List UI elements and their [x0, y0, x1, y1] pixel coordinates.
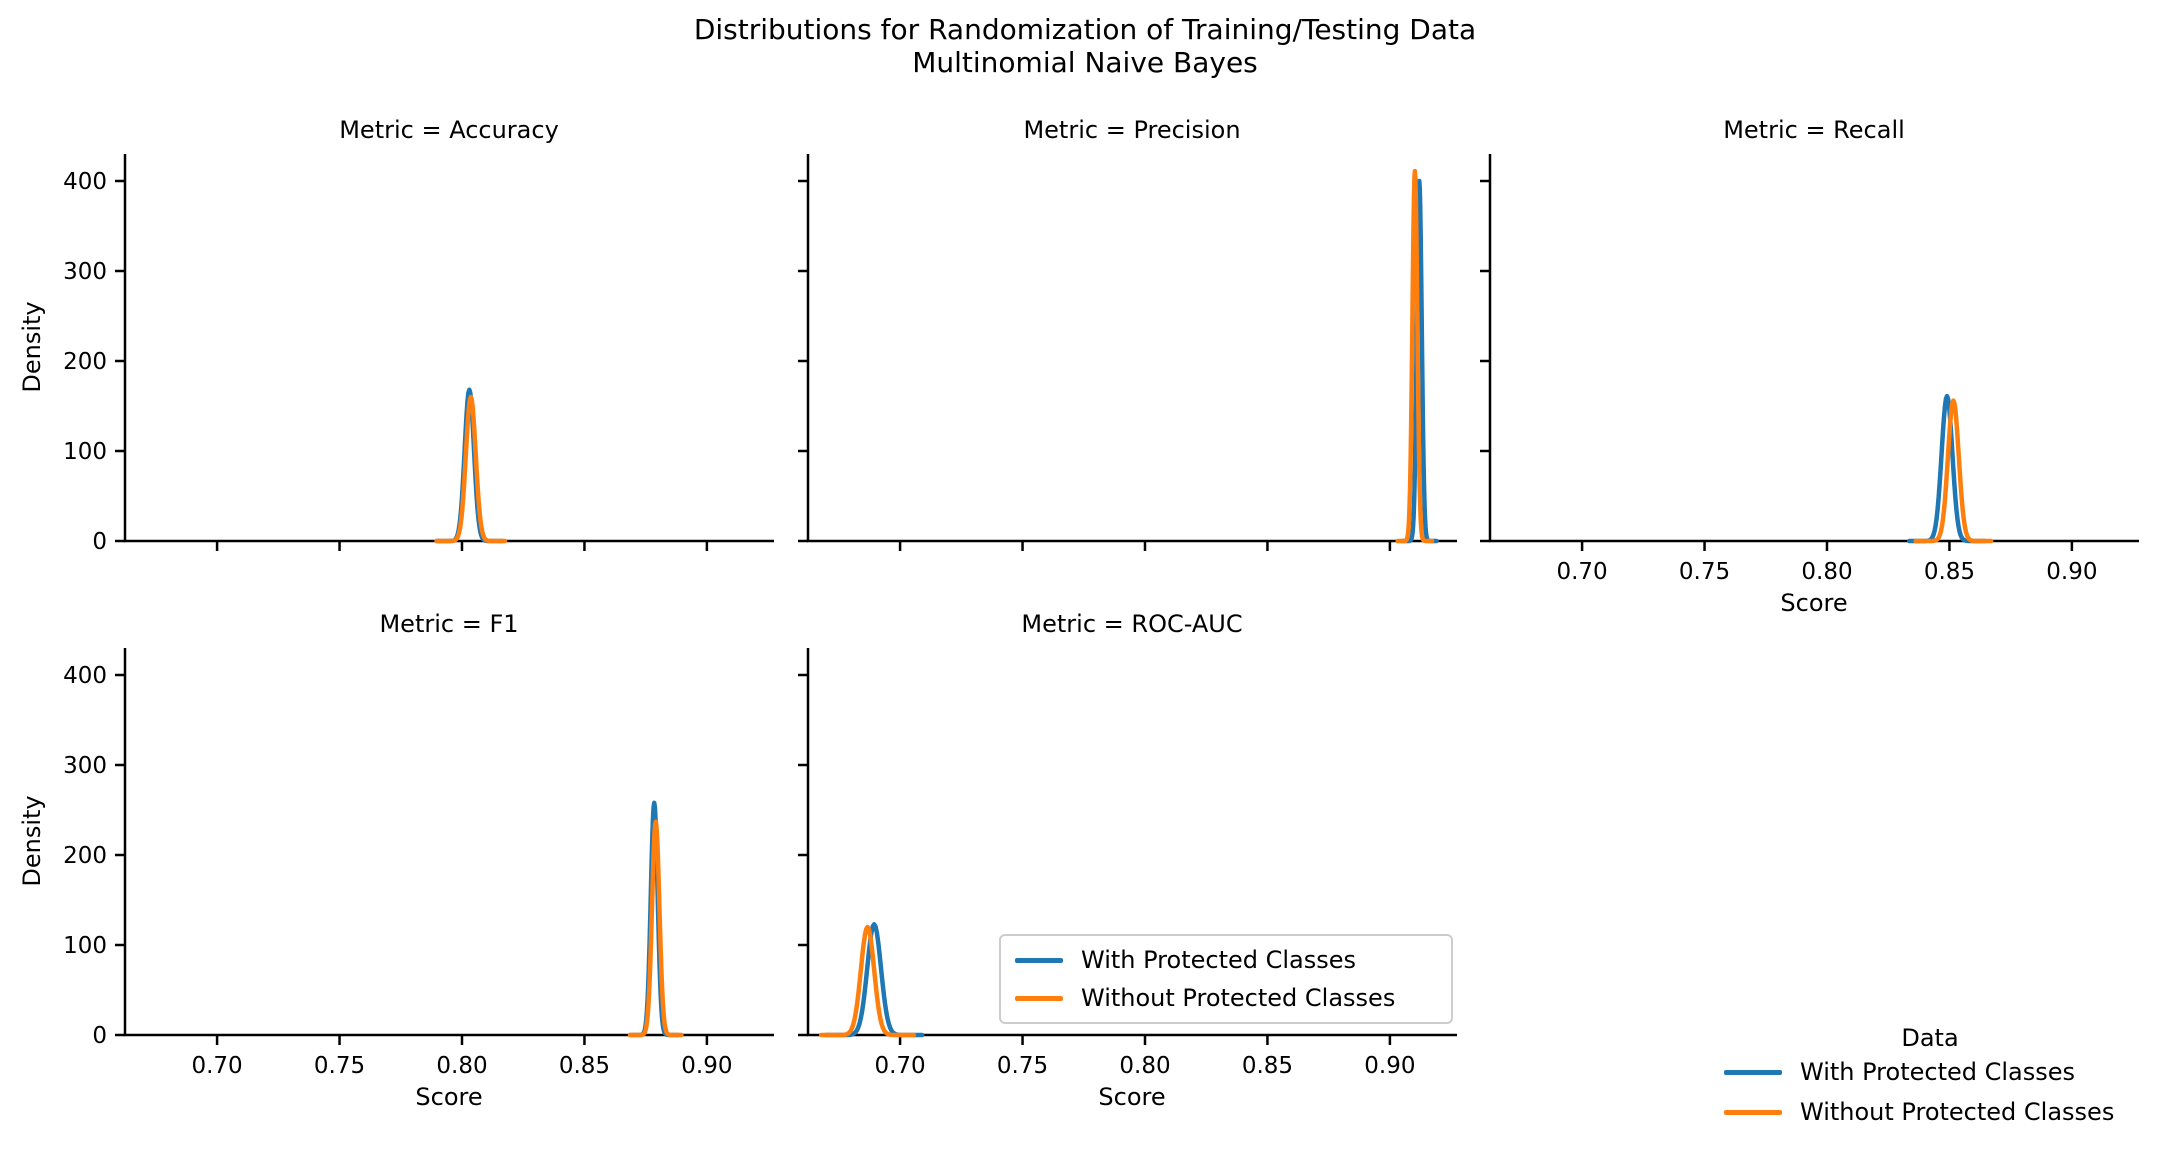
x-axis-label-recall: Score	[1780, 589, 1848, 617]
x-tick-label-roc-auc: 0.90	[1364, 1053, 1415, 1079]
y-tick-label-f1: 0	[92, 1023, 107, 1049]
kde-curve-roc-auc-without-protected-classes	[818, 924, 917, 1038]
inner-legend: With Protected Classes Without Protected…	[999, 934, 1453, 1024]
with-protected-line-swatch	[1724, 1069, 1782, 1075]
y-tick-label-accuracy: 300	[63, 259, 107, 285]
x-axis-label-roc-auc: Score	[1098, 1083, 1166, 1111]
figure-legend-entry-without: Without Protected Classes	[1690, 1092, 2170, 1132]
without-protected-line-swatch	[1724, 1109, 1782, 1115]
figure-legend-label-without: Without Protected Classes	[1800, 1098, 2115, 1126]
kde-curve-f1-without-protected-classes	[627, 819, 684, 1038]
x-tick-label-recall: 0.75	[1679, 559, 1730, 585]
x-tick-label-recall: 0.80	[1801, 559, 1852, 585]
x-tick-label-recall: 0.90	[2046, 559, 2097, 585]
inner-legend-label-with: With Protected Classes	[1081, 946, 1357, 974]
y-tick-label-f1: 100	[63, 933, 107, 959]
figure-title-line1: Distributions for Randomization of Train…	[693, 13, 1477, 46]
x-tick-label-roc-auc: 0.75	[997, 1053, 1048, 1079]
y-tick-label-f1: 200	[63, 843, 107, 869]
inner-legend-label-without: Without Protected Classes	[1081, 984, 1396, 1012]
figure-legend-label-with: With Protected Classes	[1800, 1058, 2076, 1086]
x-tick-label-recall: 0.70	[1556, 559, 1607, 585]
x-tick-label-f1: 0.70	[191, 1053, 242, 1079]
figure-legend-entry-with: With Protected Classes	[1690, 1052, 2170, 1092]
kde-curve-recall-without-protected-classes	[1913, 398, 1994, 544]
x-tick-label-f1: 0.90	[681, 1053, 732, 1079]
x-tick-label-f1: 0.80	[436, 1053, 487, 1079]
x-axis-label-f1: Score	[415, 1083, 483, 1111]
facet-title-roc-auc: Metric = ROC-AUC	[1021, 610, 1243, 638]
figure-title-line2: Multinomial Naive Bayes	[912, 46, 1258, 79]
y-tick-label-accuracy: 400	[63, 169, 107, 195]
y-tick-label-f1: 300	[63, 753, 107, 779]
x-tick-label-f1: 0.75	[314, 1053, 365, 1079]
kde-curve-precision-without-protected-classes	[1395, 168, 1435, 544]
with-protected-line-swatch	[1015, 957, 1063, 963]
figure-legend: Data With Protected Classes Without Prot…	[1690, 1024, 2170, 1132]
x-tick-label-roc-auc: 0.85	[1242, 1053, 1293, 1079]
y-axis-label-row2: Density	[18, 795, 46, 887]
facet-title-precision: Metric = Precision	[1023, 116, 1241, 144]
x-tick-label-f1: 0.85	[559, 1053, 610, 1079]
inner-legend-entry-with: With Protected Classes	[1015, 941, 1451, 979]
x-tick-label-recall: 0.85	[1924, 559, 1975, 585]
facet-title-accuracy: Metric = Accuracy	[339, 116, 559, 144]
figure-legend-title: Data	[1901, 1024, 1959, 1052]
facet-title-recall: Metric = Recall	[1723, 116, 1905, 144]
kde-curve-accuracy-without-protected-classes	[434, 394, 508, 544]
without-protected-line-swatch	[1015, 995, 1063, 1001]
x-tick-label-roc-auc: 0.70	[874, 1053, 925, 1079]
x-tick-label-roc-auc: 0.80	[1119, 1053, 1170, 1079]
inner-legend-entry-without: Without Protected Classes	[1015, 979, 1451, 1017]
y-axis-label-row1: Density	[18, 301, 46, 393]
y-tick-label-accuracy: 0	[92, 529, 107, 555]
y-tick-label-f1: 400	[63, 663, 107, 689]
y-tick-label-accuracy: 200	[63, 349, 107, 375]
facet-title-f1: Metric = F1	[379, 610, 519, 638]
y-tick-label-accuracy: 100	[63, 439, 107, 465]
